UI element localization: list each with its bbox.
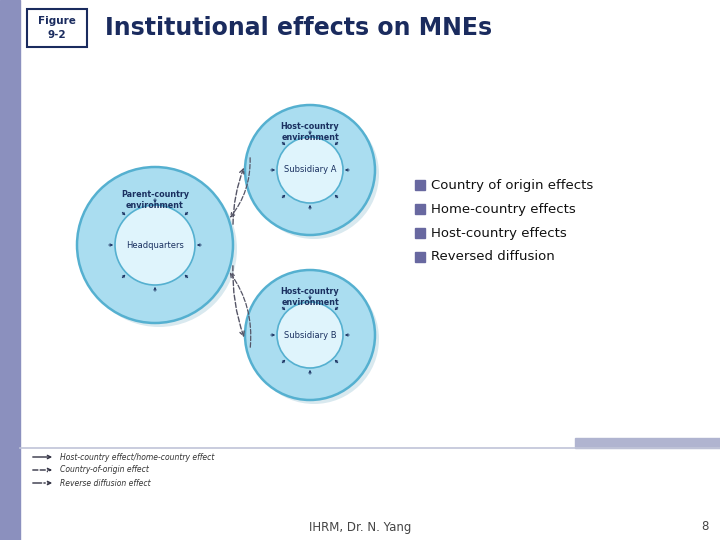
Text: Institutional effects on MNEs: Institutional effects on MNEs bbox=[105, 16, 492, 40]
Bar bbox=[415, 180, 425, 190]
Text: Subsidiary A: Subsidiary A bbox=[284, 165, 336, 174]
Text: Figure
9-2: Figure 9-2 bbox=[38, 16, 76, 39]
Circle shape bbox=[277, 137, 343, 203]
Text: Country of origin effects: Country of origin effects bbox=[431, 179, 593, 192]
Text: Parent-country
environment: Parent-country environment bbox=[121, 190, 189, 210]
FancyBboxPatch shape bbox=[27, 9, 87, 47]
Text: Host-country effects: Host-country effects bbox=[431, 226, 567, 240]
Text: Country-of-origin effect: Country-of-origin effect bbox=[60, 465, 149, 475]
Text: Host-country
environment: Host-country environment bbox=[281, 287, 339, 307]
Bar bbox=[415, 228, 425, 238]
Text: Headquarters: Headquarters bbox=[126, 240, 184, 249]
Text: Host-country effect/home-country effect: Host-country effect/home-country effect bbox=[60, 453, 215, 462]
Text: Subsidiary B: Subsidiary B bbox=[284, 330, 336, 340]
Circle shape bbox=[249, 274, 379, 404]
Circle shape bbox=[277, 302, 343, 368]
Text: 8: 8 bbox=[701, 521, 708, 534]
Circle shape bbox=[245, 105, 375, 235]
Circle shape bbox=[245, 270, 375, 400]
Circle shape bbox=[81, 171, 237, 327]
Text: IHRM, Dr. N. Yang: IHRM, Dr. N. Yang bbox=[309, 521, 411, 534]
Circle shape bbox=[77, 167, 233, 323]
Text: Host-country
environment: Host-country environment bbox=[281, 122, 339, 143]
Bar bbox=[0, 0, 20, 540]
Bar bbox=[415, 252, 425, 262]
Text: Reversed diffusion: Reversed diffusion bbox=[431, 251, 554, 264]
Bar bbox=[575, 438, 720, 448]
Text: Home-country effects: Home-country effects bbox=[431, 202, 576, 215]
Circle shape bbox=[115, 205, 195, 285]
Circle shape bbox=[249, 109, 379, 239]
Text: Reverse diffusion effect: Reverse diffusion effect bbox=[60, 478, 150, 488]
Bar bbox=[415, 204, 425, 214]
